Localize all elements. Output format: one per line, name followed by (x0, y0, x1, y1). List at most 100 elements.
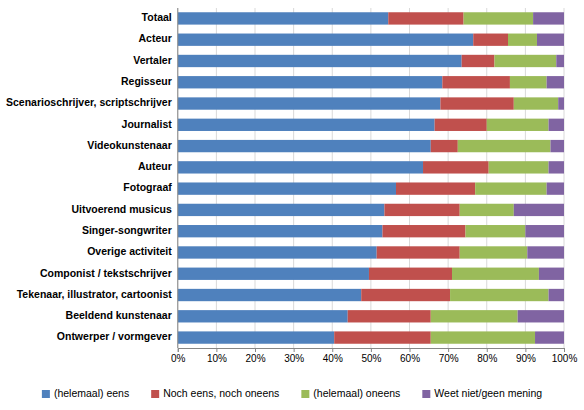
bar (450, 289, 548, 301)
bar (547, 182, 564, 194)
bar (525, 225, 564, 237)
grid-line (177, 8, 178, 348)
tick: 90% (516, 348, 536, 364)
series (178, 12, 473, 343)
category-label: Beeldend kunstenaar (66, 309, 172, 321)
bar (384, 204, 459, 216)
tick: 100% (552, 348, 578, 364)
tick-label: 40% (323, 353, 343, 364)
bar (178, 119, 435, 131)
bar (487, 119, 549, 131)
tick: 40% (323, 348, 343, 364)
bar (547, 76, 564, 88)
tick: 30% (284, 348, 304, 364)
bar (537, 34, 564, 46)
bar (452, 268, 539, 280)
x-axis: 0%10%20%30%40%50%60%70%80%90%100% (171, 348, 577, 364)
category-label: Scenarioschrijver, scriptschrijver (6, 96, 172, 108)
category-label: Componist / tekstschrijver (40, 267, 172, 279)
category-label: Ontwerper / vormgever (57, 330, 172, 342)
bar (556, 55, 564, 67)
bar (514, 204, 564, 216)
bar (460, 204, 514, 216)
bar (535, 331, 564, 343)
legend-label: Weet niet/geen mening (434, 387, 542, 399)
series (514, 12, 564, 343)
bar (464, 12, 534, 24)
bar (178, 76, 443, 88)
legend-swatch (42, 390, 50, 398)
tick-mark (178, 348, 179, 352)
bar (423, 161, 489, 173)
bar (466, 225, 526, 237)
bar (518, 310, 564, 322)
bar (431, 331, 535, 343)
y-axis-line (177, 8, 178, 348)
chart: Totaal Acteur Vertaler Regisseur Scenariosch… (0, 0, 584, 410)
bar (178, 310, 348, 322)
category-label: Fotograaf (123, 181, 172, 193)
tick-label: 50% (361, 353, 381, 364)
bar (178, 204, 385, 216)
bar (508, 34, 537, 46)
category-label: Totaal (142, 11, 172, 23)
category-label: Acteur (139, 32, 172, 44)
bar (388, 12, 463, 24)
series (431, 12, 558, 343)
bar (334, 331, 431, 343)
bar (178, 12, 388, 24)
legend-swatch (422, 390, 430, 398)
tick-mark (564, 348, 565, 352)
legend: (helemaal) eens Noch eens, noch oneens (he… (42, 387, 542, 399)
tick-mark (448, 348, 449, 352)
legend-label: (helemaal) eens (54, 387, 129, 399)
tick: 0% (171, 348, 186, 364)
bar (549, 119, 564, 131)
category-label: Videokunstenaar (87, 139, 171, 151)
legend-item: Noch eens, noch oneens (151, 387, 279, 399)
bar (377, 246, 460, 258)
bar (510, 76, 547, 88)
bar (178, 182, 396, 194)
tick-label: 30% (284, 353, 304, 364)
bar (369, 268, 452, 280)
category-label: Auteur (138, 160, 172, 172)
tick-mark (525, 348, 526, 352)
bar (178, 161, 423, 173)
tick-mark (487, 348, 488, 352)
bar (396, 182, 475, 194)
bar (558, 97, 564, 109)
bar (361, 289, 450, 301)
bar (462, 55, 495, 67)
bar (382, 225, 465, 237)
tick-label: 100% (552, 353, 578, 364)
tick-mark (410, 348, 411, 352)
tick: 10% (207, 348, 227, 364)
bar (533, 12, 564, 24)
tick-mark (371, 348, 372, 352)
bar (178, 225, 383, 237)
bar (178, 140, 431, 152)
bar (178, 34, 473, 46)
tick-mark (255, 348, 256, 352)
legend-swatch (301, 390, 309, 398)
tick-label: 20% (246, 353, 266, 364)
legend-label: Noch eens, noch oneens (163, 387, 279, 399)
bar (489, 161, 549, 173)
category-label: Regisseur (121, 75, 172, 87)
tick: 60% (400, 348, 420, 364)
bar (431, 310, 518, 322)
bar (178, 97, 441, 109)
legend-item: (helemaal) oneens (301, 387, 400, 399)
bar (475, 182, 546, 194)
category-label: Tekenaar, illustrator, cartoonist (17, 288, 173, 300)
tick-mark (216, 348, 217, 352)
bar (473, 34, 508, 46)
category-label: Vertaler (133, 54, 172, 66)
bar (435, 119, 487, 131)
axis-line (178, 349, 564, 353)
grid (178, 8, 564, 348)
tick-label: 70% (439, 353, 459, 364)
tick: 50% (361, 348, 381, 364)
bar (178, 331, 334, 343)
